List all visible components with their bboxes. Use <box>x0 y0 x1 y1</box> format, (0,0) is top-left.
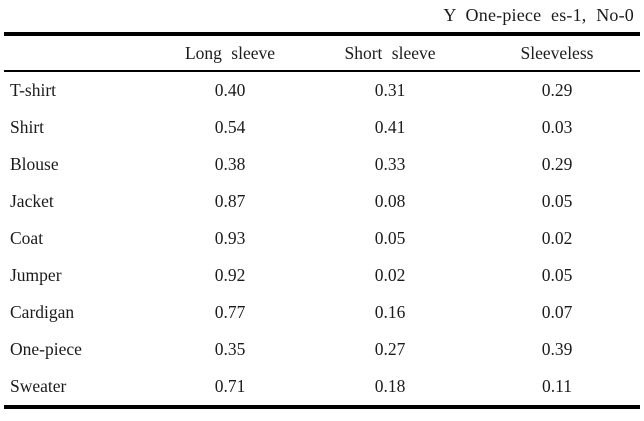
value-cell: 0.18 <box>374 376 406 396</box>
value-cell: 0.87 <box>214 191 246 211</box>
table-row: One-piece 0.35 0.27 0.39 <box>4 331 640 368</box>
value-cell: 0.93 <box>214 228 246 248</box>
value-cell: 0.33 <box>374 154 406 174</box>
table-row: Sweater 0.71 0.18 0.11 <box>4 368 640 407</box>
value-cell: 0.05 <box>541 191 573 211</box>
value-cell: 0.35 <box>214 339 246 359</box>
value-cell: 0.02 <box>374 265 406 285</box>
row-label: Coat <box>10 228 44 248</box>
value-cell: 0.77 <box>214 302 246 322</box>
row-label: Cardigan <box>10 302 75 322</box>
value-cell: 0.71 <box>214 376 246 396</box>
value-cell: 0.92 <box>214 265 246 285</box>
table-row: Blouse 0.38 0.33 0.29 <box>4 146 640 183</box>
row-label: T-shirt <box>10 80 57 100</box>
value-cell: 0.03 <box>541 117 573 137</box>
value-cell: 0.02 <box>541 228 573 248</box>
value-cell: 0.16 <box>374 302 406 322</box>
table-body: T-shirt 0.40 0.31 0.29 Shirt 0.54 0.41 0.03 Blou… <box>4 71 640 407</box>
value-cell: 0.31 <box>374 80 406 100</box>
row-label: Blouse <box>10 154 59 174</box>
value-cell: 0.38 <box>214 154 246 174</box>
value-cell: 0.11 <box>542 376 572 396</box>
table-row: Jacket 0.87 0.08 0.05 <box>4 183 640 220</box>
header-cell-short-sleeve: Short sleeve <box>306 34 474 72</box>
header-cell-long-sleeve: Long sleeve <box>154 34 306 72</box>
value-cell: 0.07 <box>541 302 573 322</box>
table-row: Jumper 0.92 0.02 0.05 <box>4 257 640 294</box>
header-cell-blank <box>4 34 154 72</box>
row-label: Jumper <box>10 265 62 285</box>
table-row: Coat 0.93 0.05 0.02 <box>4 220 640 257</box>
row-label: One-piece <box>10 339 82 359</box>
table-caption: Y One-piece es-1, No-0 <box>443 5 634 25</box>
value-cell: 0.29 <box>541 154 573 174</box>
header-row: Long sleeve Short sleeve Sleeveless <box>4 34 640 72</box>
value-cell: 0.08 <box>374 191 406 211</box>
row-label: Jacket <box>10 191 54 211</box>
value-cell: 0.39 <box>541 339 573 359</box>
table-row: T-shirt 0.40 0.31 0.29 <box>4 71 640 109</box>
value-cell: 0.05 <box>374 228 406 248</box>
row-label: Sweater <box>10 376 67 396</box>
value-cell: 0.41 <box>374 117 406 137</box>
value-cell: 0.40 <box>214 80 246 100</box>
table-row: Cardigan 0.77 0.16 0.07 <box>4 294 640 331</box>
data-table: Long sleeve Short sleeve Sleeveless T-sh… <box>4 32 640 409</box>
value-cell: 0.54 <box>214 117 246 137</box>
value-cell: 0.29 <box>541 80 573 100</box>
value-cell: 0.27 <box>374 339 406 359</box>
table-row: Shirt 0.54 0.41 0.03 <box>4 109 640 146</box>
row-label: Shirt <box>10 117 45 137</box>
value-cell: 0.05 <box>541 265 573 285</box>
header-cell-sleeveless: Sleeveless <box>474 34 640 72</box>
